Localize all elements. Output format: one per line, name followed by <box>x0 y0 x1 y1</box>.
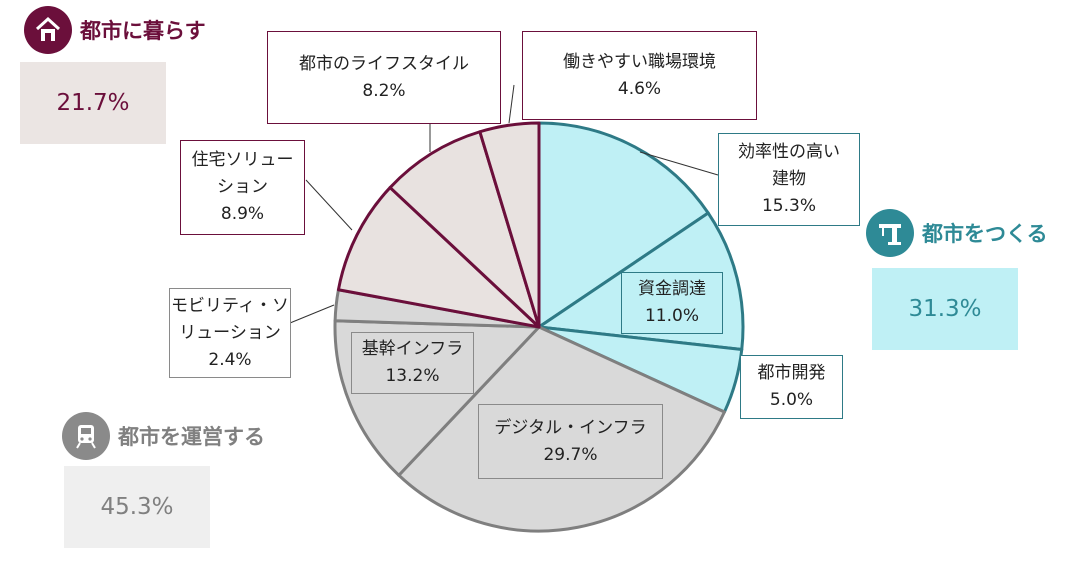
leader-efficient-buildings <box>639 151 719 176</box>
label-efficient-buildings: 効率性の高い 建物 15.3% <box>718 133 860 226</box>
pie-slice <box>537 121 710 329</box>
crane-icon <box>866 209 914 257</box>
label-digital-name: デジタル・インフラ <box>494 417 647 438</box>
label-mobility-pct: 2.4% <box>208 349 252 370</box>
pie-slice <box>397 325 726 533</box>
label-mobility-name-1: モビリティ・ソ <box>171 295 289 316</box>
label-workplace: 働きやすい職場環境 4.6% <box>522 31 757 120</box>
label-lifestyle-pct: 8.2% <box>362 80 406 101</box>
label-lifestyle-name: 都市のライフスタイル <box>299 53 469 74</box>
label-lifestyle: 都市のライフスタイル 8.2% <box>267 31 501 124</box>
label-finance-name: 資金調達 <box>638 279 706 299</box>
label-digital: デジタル・インフラ 29.7% <box>478 404 663 479</box>
label-core-infra-pct: 13.2% <box>385 366 440 386</box>
leader-workplace <box>508 84 515 124</box>
label-digital-pct: 29.7% <box>543 444 598 465</box>
label-urban-dev-name: 都市開発 <box>757 363 826 383</box>
label-efficient-buildings-name-1: 効率性の高い <box>738 142 840 162</box>
leader-mobility-a <box>289 304 335 324</box>
label-housing-name-1: 住宅ソリュー <box>191 150 294 170</box>
pie-slice <box>537 211 745 351</box>
train-icon <box>62 412 110 460</box>
pie-slice <box>333 319 541 477</box>
label-urban-dev-pct: 5.0% <box>769 390 814 410</box>
leader-housing-a <box>305 179 353 231</box>
label-mobility: モビリティ・ソ リューション 2.4% <box>169 288 291 378</box>
label-urban-dev: 都市開発 5.0% <box>740 355 843 419</box>
category-make-label: 都市をつくる <box>922 222 1048 246</box>
label-efficient-buildings-pct: 15.3% <box>761 196 816 216</box>
category-operate-pct: 45.3% <box>64 466 210 548</box>
category-operate-label: 都市を運営する <box>118 425 265 449</box>
label-finance-pct: 11.0% <box>644 306 699 326</box>
label-workplace-pct: 4.6% <box>617 78 662 99</box>
category-make-heading: 都市をつくる <box>866 209 1048 257</box>
category-live-pct: 21.7% <box>20 62 166 144</box>
label-housing: 住宅ソリュー ション 8.9% <box>180 140 305 235</box>
pie-slice <box>336 186 541 329</box>
category-live-label: 都市に暮らす <box>80 19 206 43</box>
label-efficient-buildings-name-2: 建物 <box>772 169 806 189</box>
label-core-infra-name: 基幹インフラ <box>361 339 464 359</box>
label-housing-pct: 8.9% <box>220 204 265 224</box>
label-mobility-name-2: リューション <box>179 322 281 343</box>
category-live-heading: 都市に暮らす <box>24 6 206 54</box>
pie-slice <box>478 121 541 329</box>
house-icon <box>24 6 72 54</box>
label-workplace-name: 働きやすい職場環境 <box>563 51 716 72</box>
category-make-pct: 31.3% <box>872 268 1018 350</box>
label-finance: 資金調達 11.0% <box>621 272 723 334</box>
label-housing-name-2: ション <box>217 177 268 197</box>
label-core-infra: 基幹インフラ 13.2% <box>351 332 474 394</box>
pie-slice <box>388 130 541 329</box>
category-operate-heading: 都市を運営する <box>62 412 265 460</box>
